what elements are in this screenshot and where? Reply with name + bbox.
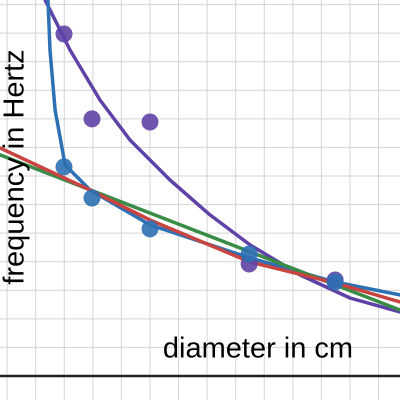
data-point (55, 25, 73, 43)
data-point (326, 273, 344, 291)
fit-curve (43, 0, 400, 314)
data-point (240, 245, 258, 263)
data-point (141, 113, 159, 131)
y-axis-title: frequency in Hertz (0, 49, 31, 284)
data-point (83, 110, 101, 128)
x-axis-title: diameter in cm (163, 333, 353, 365)
data-point (83, 189, 101, 207)
data-point (141, 220, 159, 238)
plot-area (0, 0, 400, 314)
fit-curve (0, 146, 400, 304)
data-point (55, 158, 73, 176)
